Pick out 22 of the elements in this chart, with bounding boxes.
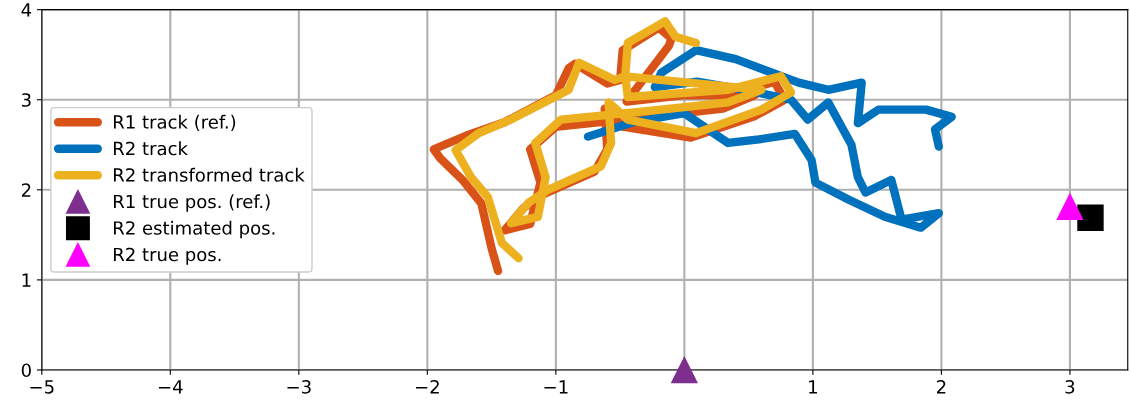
x-tick-label: 3 bbox=[1065, 380, 1075, 394]
y-tick-label: 1 bbox=[22, 273, 31, 287]
x-tick-label: −5 bbox=[30, 380, 54, 394]
y-tick-label: 4 bbox=[21, 3, 32, 17]
x-tick-label: 1 bbox=[809, 380, 817, 394]
x-tick-label: −2 bbox=[415, 380, 439, 394]
legend-label: R2 transformed track bbox=[114, 167, 305, 182]
y-tick-label: 0 bbox=[21, 363, 31, 378]
legend-label: R2 track bbox=[114, 141, 188, 156]
point bbox=[1077, 204, 1104, 231]
legend-label: R2 estimated pos. bbox=[114, 220, 275, 239]
point bbox=[671, 356, 698, 384]
x-tick-label: −1 bbox=[544, 380, 568, 394]
y-tick-label: 3 bbox=[21, 93, 31, 107]
x-tick-label: −3 bbox=[287, 380, 311, 394]
legend-label: R2 true pos. bbox=[114, 247, 221, 265]
y-tick-label: 2 bbox=[21, 183, 31, 197]
point bbox=[1056, 193, 1084, 221]
x-tick-label: 2 bbox=[936, 380, 946, 394]
legend-label: R1 true pos. (ref.) bbox=[114, 194, 270, 212]
x-tick-label: −4 bbox=[158, 380, 183, 394]
legend-label: R1 track (ref.) bbox=[114, 114, 236, 131]
